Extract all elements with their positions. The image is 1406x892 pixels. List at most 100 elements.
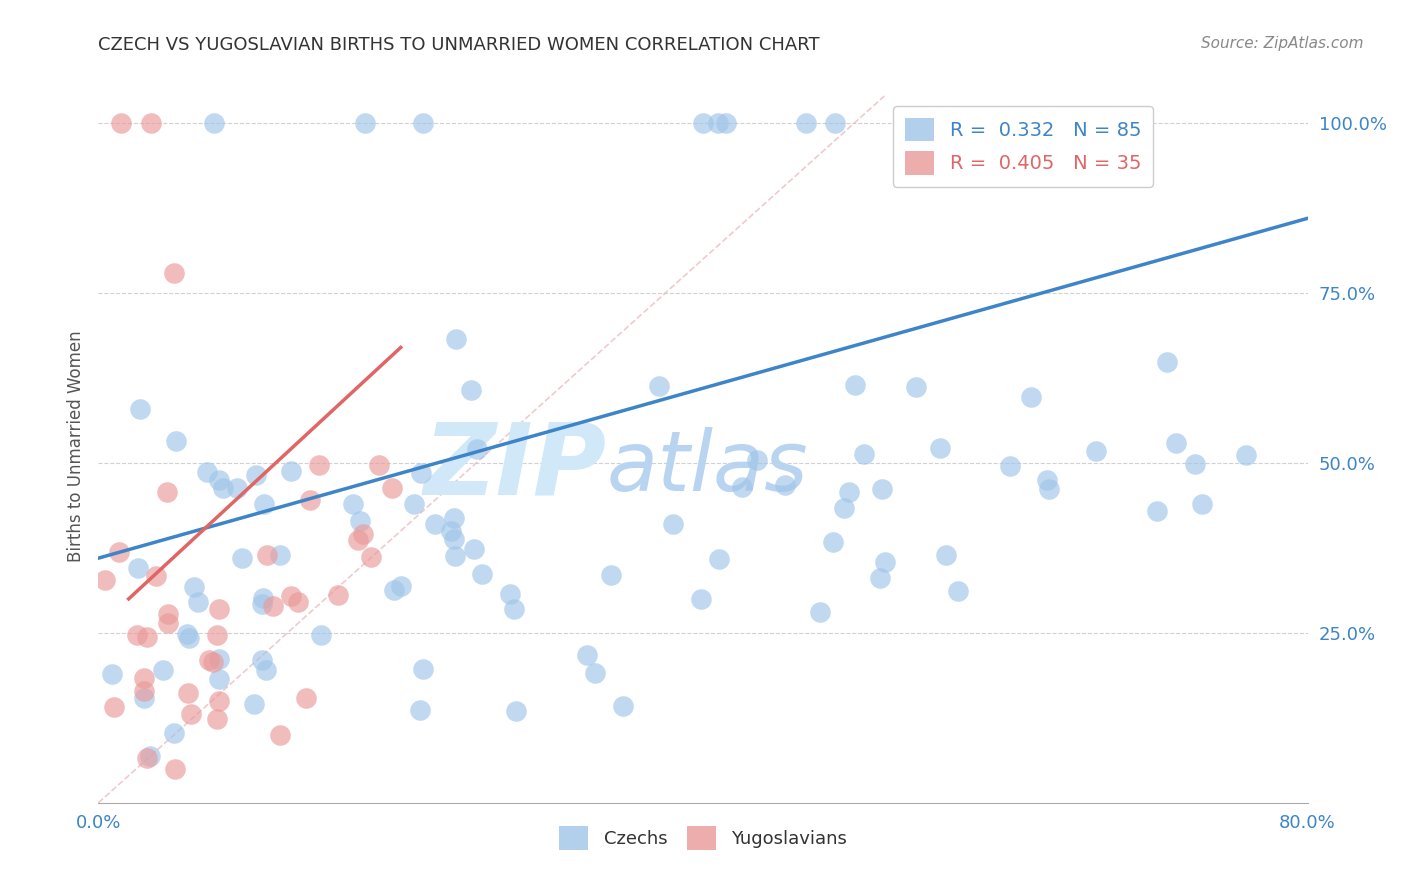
Point: [93, 573, 115, 587]
Point: [208, 651, 231, 665]
Point: [207, 628, 229, 642]
Point: [745, 452, 768, 467]
Point: [205, 712, 228, 726]
Point: [183, 580, 205, 594]
Point: [1184, 457, 1206, 471]
Point: [471, 566, 494, 581]
Point: [1036, 473, 1059, 487]
Point: [176, 627, 198, 641]
Point: [904, 380, 927, 394]
Text: atlas: atlas: [606, 427, 808, 508]
Point: [381, 481, 404, 495]
Point: [824, 116, 846, 130]
Point: [231, 550, 253, 565]
Point: [163, 726, 186, 740]
Text: ZIP: ZIP: [423, 419, 606, 516]
Point: [382, 583, 405, 598]
Point: [505, 704, 527, 718]
Point: [662, 517, 685, 532]
Point: [583, 666, 606, 681]
Point: [423, 516, 446, 531]
Point: [463, 541, 485, 556]
Point: [648, 379, 671, 393]
Point: [928, 442, 950, 456]
Point: [576, 648, 599, 662]
Point: [101, 666, 124, 681]
Legend: Czechs, Yugoslavians: Czechs, Yugoslavians: [551, 818, 855, 857]
Point: [1164, 436, 1187, 450]
Point: [308, 458, 330, 472]
Point: [256, 548, 278, 562]
Point: [367, 458, 389, 472]
Point: [157, 607, 180, 621]
Point: [287, 595, 309, 609]
Point: [309, 627, 332, 641]
Point: [948, 583, 970, 598]
Point: [412, 116, 434, 130]
Point: [714, 116, 737, 130]
Point: [409, 466, 432, 480]
Point: [250, 653, 273, 667]
Point: [1156, 355, 1178, 369]
Point: [208, 473, 231, 487]
Point: [353, 116, 375, 130]
Point: [465, 442, 488, 456]
Point: [201, 655, 224, 669]
Point: [127, 628, 149, 642]
Point: [873, 555, 896, 569]
Point: [208, 602, 231, 616]
Point: [709, 552, 731, 566]
Point: [110, 116, 132, 130]
Point: [360, 549, 382, 564]
Point: [389, 579, 412, 593]
Point: [444, 549, 467, 563]
Point: [145, 569, 167, 583]
Point: [1038, 482, 1060, 496]
Point: [299, 493, 322, 508]
Point: [444, 332, 467, 346]
Point: [852, 447, 875, 461]
Point: [187, 595, 209, 609]
Point: [1234, 449, 1257, 463]
Point: [242, 697, 264, 711]
Point: [443, 511, 465, 525]
Point: [127, 561, 149, 575]
Point: [502, 602, 524, 616]
Point: [269, 728, 291, 742]
Point: [208, 672, 231, 686]
Point: [439, 524, 461, 538]
Point: [136, 751, 159, 765]
Point: [253, 497, 276, 511]
Point: [352, 527, 374, 541]
Text: CZECH VS YUGOSLAVIAN BIRTHS TO UNMARRIED WOMEN CORRELATION CHART: CZECH VS YUGOSLAVIAN BIRTHS TO UNMARRIED…: [98, 36, 820, 54]
Point: [252, 591, 274, 606]
Point: [226, 481, 249, 495]
Point: [935, 548, 957, 562]
Point: [177, 631, 200, 645]
Point: [412, 662, 434, 676]
Point: [295, 691, 318, 706]
Point: [998, 459, 1021, 474]
Y-axis label: Births to Unmarried Women: Births to Unmarried Women: [66, 330, 84, 562]
Point: [706, 116, 728, 130]
Point: [198, 653, 221, 667]
Point: [773, 478, 796, 492]
Point: [823, 535, 845, 549]
Point: [838, 484, 860, 499]
Point: [731, 480, 754, 494]
Point: [163, 266, 186, 280]
Point: [844, 378, 866, 392]
Point: [177, 686, 200, 700]
Point: [254, 664, 277, 678]
Point: [250, 597, 273, 611]
Point: [832, 501, 855, 516]
Point: [499, 587, 522, 601]
Point: [689, 592, 711, 607]
Point: [1021, 391, 1043, 405]
Point: [180, 706, 202, 721]
Point: [132, 684, 155, 698]
Point: [326, 588, 349, 602]
Point: [1085, 443, 1108, 458]
Point: [139, 748, 162, 763]
Point: [349, 514, 371, 528]
